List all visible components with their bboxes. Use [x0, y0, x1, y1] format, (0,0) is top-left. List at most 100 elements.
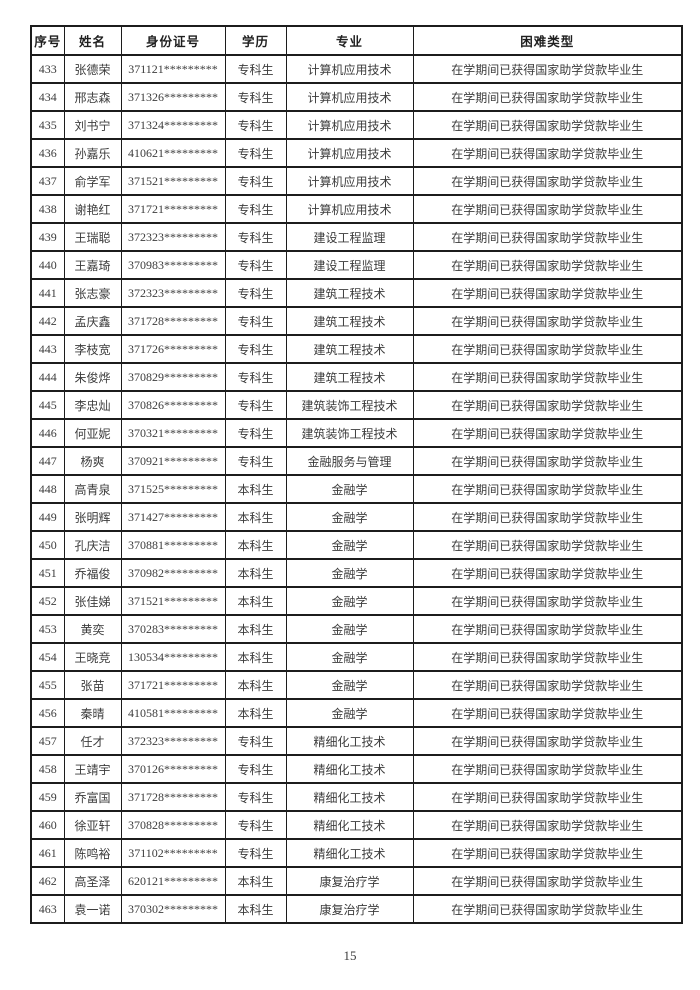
cell-name: 张志豪	[63, 278, 122, 308]
cell-name: 邢志森	[63, 82, 122, 112]
cell-number: 437	[30, 166, 65, 196]
cell-difficulty-type: 在学期间已获得国家助学贷款毕业生	[412, 194, 683, 224]
cell-degree: 专科生	[224, 222, 287, 252]
cell-id-number: 370321*********	[120, 418, 226, 448]
table-row: 450 孔庆洁 370881********* 本科生 金融学 在学期间已获得国家助学贷款…	[30, 530, 683, 560]
cell-degree: 专科生	[224, 362, 287, 392]
cell-number: 463	[30, 894, 65, 924]
cell-major: 计算机应用技术	[285, 138, 414, 168]
cell-difficulty-type: 在学期间已获得国家助学贷款毕业生	[412, 670, 683, 700]
cell-number: 448	[30, 474, 65, 504]
table-row: 433 张德荣 371121********* 专科生 计算机应用技术 在学期间已获得国家…	[30, 54, 683, 84]
cell-major: 金融服务与管理	[285, 446, 414, 476]
cell-major: 建设工程监理	[285, 250, 414, 280]
cell-number: 444	[30, 362, 65, 392]
cell-id-number: 370829*********	[120, 362, 226, 392]
cell-id-number: 371521*********	[120, 166, 226, 196]
cell-name: 袁一诺	[63, 894, 122, 924]
cell-difficulty-type: 在学期间已获得国家助学贷款毕业生	[412, 502, 683, 532]
cell-difficulty-type: 在学期间已获得国家助学贷款毕业生	[412, 530, 683, 560]
cell-id-number: 371728*********	[120, 782, 226, 812]
table-row: 453 黄奕 370283********* 本科生 金融学 在学期间已获得国家助学贷款毕…	[30, 614, 683, 644]
cell-number: 455	[30, 670, 65, 700]
cell-major: 金融学	[285, 642, 414, 672]
cell-number: 433	[30, 54, 65, 84]
cell-difficulty-type: 在学期间已获得国家助学贷款毕业生	[412, 446, 683, 476]
cell-degree: 专科生	[224, 390, 287, 420]
cell-major: 计算机应用技术	[285, 82, 414, 112]
cell-number: 438	[30, 194, 65, 224]
cell-major: 金融学	[285, 670, 414, 700]
cell-number: 434	[30, 82, 65, 112]
cell-degree: 本科生	[224, 894, 287, 924]
cell-name: 孟庆鑫	[63, 306, 122, 336]
cell-major: 金融学	[285, 614, 414, 644]
table-row: 437 俞学军 371521********* 专科生 计算机应用技术 在学期间已获得国家…	[30, 166, 683, 196]
cell-degree: 专科生	[224, 250, 287, 280]
cell-major: 精细化工技术	[285, 810, 414, 840]
cell-id-number: 371427*********	[120, 502, 226, 532]
cell-id-number: 372323*********	[120, 726, 226, 756]
cell-major: 康复治疗学	[285, 866, 414, 896]
column-header-degree: 学历	[224, 25, 287, 56]
cell-degree: 本科生	[224, 866, 287, 896]
cell-major: 建筑装饰工程技术	[285, 390, 414, 420]
cell-name: 李枝宽	[63, 334, 122, 364]
cell-difficulty-type: 在学期间已获得国家助学贷款毕业生	[412, 614, 683, 644]
cell-difficulty-type: 在学期间已获得国家助学贷款毕业生	[412, 166, 683, 196]
table-row: 455 张苗 371721********* 本科生 金融学 在学期间已获得国家助学贷款毕…	[30, 670, 683, 700]
cell-major: 建筑工程技术	[285, 334, 414, 364]
table-row: 435 刘书宁 371324********* 专科生 计算机应用技术 在学期间已获得国家…	[30, 110, 683, 140]
cell-major: 金融学	[285, 558, 414, 588]
table-row: 449 张明辉 371427********* 本科生 金融学 在学期间已获得国家助学贷款…	[30, 502, 683, 532]
cell-id-number: 410581*********	[120, 698, 226, 728]
cell-name: 张佳娣	[63, 586, 122, 616]
cell-difficulty-type: 在学期间已获得国家助学贷款毕业生	[412, 334, 683, 364]
cell-degree: 本科生	[224, 642, 287, 672]
cell-degree: 专科生	[224, 334, 287, 364]
cell-name: 谢艳红	[63, 194, 122, 224]
table-row: 454 王晓竞 130534********* 本科生 金融学 在学期间已获得国家助学贷款…	[30, 642, 683, 672]
cell-name: 王晓竞	[63, 642, 122, 672]
column-header-number: 序号	[30, 25, 65, 56]
cell-difficulty-type: 在学期间已获得国家助学贷款毕业生	[412, 278, 683, 308]
cell-name: 张德荣	[63, 54, 122, 84]
cell-id-number: 371525*********	[120, 474, 226, 504]
cell-name: 孙嘉乐	[63, 138, 122, 168]
cell-difficulty-type: 在学期间已获得国家助学贷款毕业生	[412, 866, 683, 896]
cell-difficulty-type: 在学期间已获得国家助学贷款毕业生	[412, 698, 683, 728]
cell-difficulty-type: 在学期间已获得国家助学贷款毕业生	[412, 894, 683, 924]
cell-id-number: 370826*********	[120, 390, 226, 420]
table-row: 463 袁一诺 370302********* 本科生 康复治疗学 在学期间已获得国家助学…	[30, 894, 683, 924]
cell-number: 462	[30, 866, 65, 896]
table-row: 457 任才 372323********* 专科生 精细化工技术 在学期间已获得国家助学…	[30, 726, 683, 756]
cell-id-number: 371326*********	[120, 82, 226, 112]
cell-major: 建筑装饰工程技术	[285, 418, 414, 448]
cell-name: 乔福俊	[63, 558, 122, 588]
cell-name: 黄奕	[63, 614, 122, 644]
cell-degree: 专科生	[224, 810, 287, 840]
cell-major: 建筑工程技术	[285, 362, 414, 392]
cell-id-number: 371721*********	[120, 670, 226, 700]
cell-major: 建筑工程技术	[285, 278, 414, 308]
cell-degree: 专科生	[224, 726, 287, 756]
cell-name: 高青泉	[63, 474, 122, 504]
cell-name: 王瑞聪	[63, 222, 122, 252]
cell-major: 计算机应用技术	[285, 54, 414, 84]
cell-number: 449	[30, 502, 65, 532]
cell-degree: 本科生	[224, 558, 287, 588]
cell-number: 454	[30, 642, 65, 672]
cell-id-number: 130534*********	[120, 642, 226, 672]
cell-id-number: 370881*********	[120, 530, 226, 560]
cell-degree: 本科生	[224, 530, 287, 560]
cell-major: 精细化工技术	[285, 838, 414, 868]
table-row: 461 陈鸣裕 371102********* 专科生 精细化工技术 在学期间已获得国家助…	[30, 838, 683, 868]
cell-id-number: 371726*********	[120, 334, 226, 364]
cell-name: 刘书宁	[63, 110, 122, 140]
table-body: 433 张德荣 371121********* 专科生 计算机应用技术 在学期间已获得国家…	[30, 54, 683, 924]
cell-number: 451	[30, 558, 65, 588]
cell-degree: 专科生	[224, 838, 287, 868]
table-row: 459 乔富国 371728********* 专科生 精细化工技术 在学期间已获得国家助…	[30, 782, 683, 812]
cell-difficulty-type: 在学期间已获得国家助学贷款毕业生	[412, 642, 683, 672]
cell-major: 计算机应用技术	[285, 166, 414, 196]
